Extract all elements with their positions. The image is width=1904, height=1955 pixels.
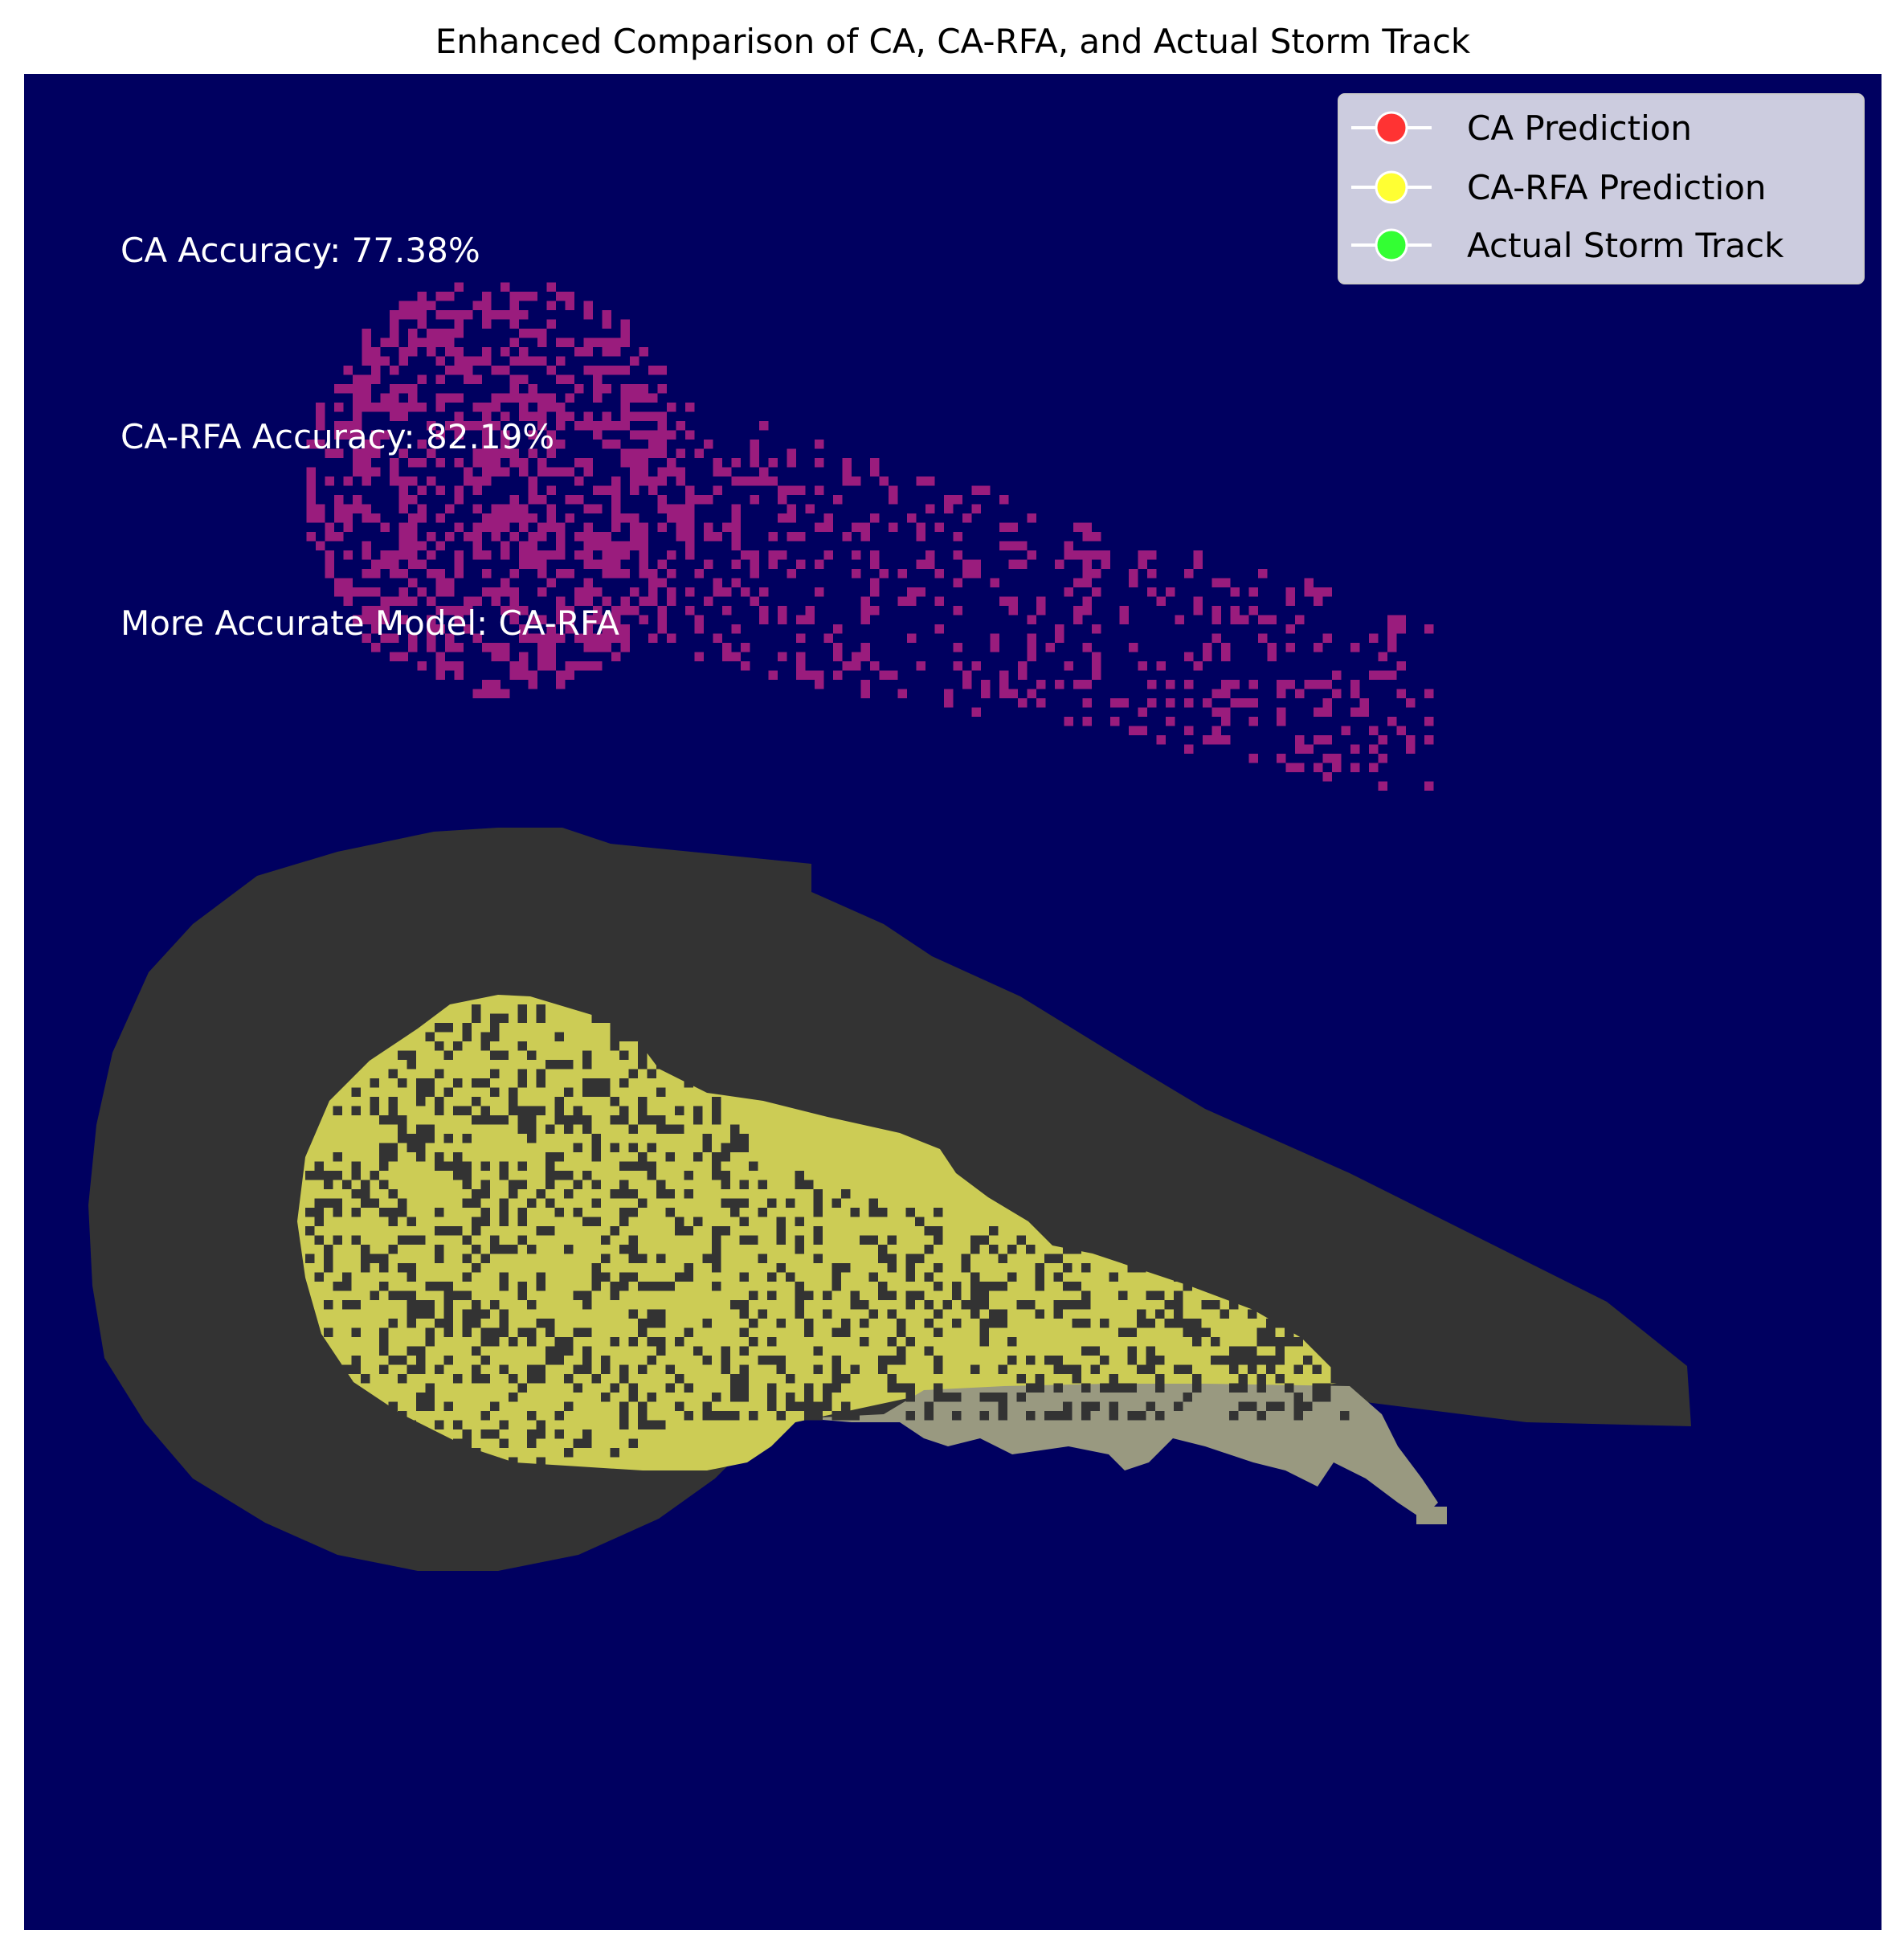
legend-entry-ca: CA Prediction [1351, 108, 1692, 148]
legend-marker-ca-rfa [1375, 170, 1408, 204]
ca-prediction-cells [306, 282, 1434, 791]
legend-label-ca-rfa: CA-RFA Prediction [1467, 168, 1767, 207]
plot-area [24, 74, 1882, 1930]
overlap-region [803, 1384, 1438, 1519]
legend-frame [1338, 93, 1865, 284]
legend-label-ca: CA Prediction [1467, 108, 1692, 148]
overlap-fragment [1416, 1507, 1447, 1524]
legend-entry-ca-rfa: CA-RFA Prediction [1351, 168, 1767, 207]
ca-rfa-gap-cells [305, 1004, 1350, 1466]
texture-layer [305, 282, 1434, 1466]
legend-label-actual: Actual Storm Track [1467, 226, 1784, 265]
legend: CA Prediction CA-RFA Prediction Actual S… [1338, 93, 1865, 284]
more-accurate-model-annotation: More Accurate Model: CA-RFA [121, 603, 619, 643]
ca-accuracy-annotation: CA Accuracy: 77.38% [121, 231, 480, 270]
chart-title: Enhanced Comparison of CA, CA-RFA, and A… [435, 22, 1471, 61]
legend-entry-actual: Actual Storm Track [1351, 226, 1784, 265]
legend-marker-actual [1375, 228, 1408, 262]
ca-rfa-accuracy-annotation: CA-RFA Accuracy: 82.19% [121, 417, 554, 456]
legend-marker-ca [1375, 111, 1408, 145]
